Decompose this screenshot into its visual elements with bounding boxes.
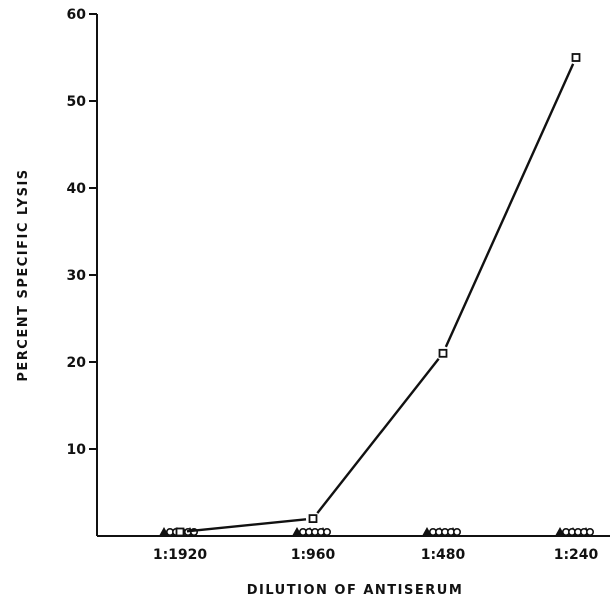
square-marker <box>175 527 185 537</box>
x-tick-label: 1:960 <box>291 547 336 563</box>
square-marker <box>571 53 581 62</box>
axes <box>96 14 610 537</box>
y-tick-label: 40 <box>67 181 87 197</box>
y-tick-label: 10 <box>67 442 87 458</box>
x-tick-label: 1:240 <box>554 547 599 563</box>
square-marker <box>308 514 318 523</box>
circle-marker <box>322 527 331 536</box>
square-series-line <box>444 63 575 348</box>
y-tick-label: 60 <box>67 7 87 23</box>
y-tick-label: 30 <box>67 268 87 284</box>
square-series-line <box>316 358 440 514</box>
y-axis-title: PERCENT SPECIFIC LYSIS <box>16 168 31 381</box>
x-ticks: 1:1920 1:960 1:480 1:240 <box>153 547 599 563</box>
square-series-line <box>186 518 307 533</box>
x-tick-label: 1:1920 <box>153 547 208 563</box>
y-ticks: 10 20 30 40 50 60 <box>67 7 97 458</box>
x-axis-title: DILUTION OF ANTISERUM <box>247 583 464 598</box>
x-tick-label: 1:480 <box>421 547 466 563</box>
y-tick-label: 50 <box>67 94 87 110</box>
y-tick-label: 20 <box>67 355 87 371</box>
baseline-marker-cluster <box>292 527 331 536</box>
circle-marker <box>452 527 461 536</box>
square-marker <box>438 348 448 358</box>
circle-marker <box>585 527 594 536</box>
series-layer <box>159 53 594 537</box>
baseline-marker-cluster <box>422 527 461 536</box>
baseline-marker-cluster <box>555 527 594 536</box>
